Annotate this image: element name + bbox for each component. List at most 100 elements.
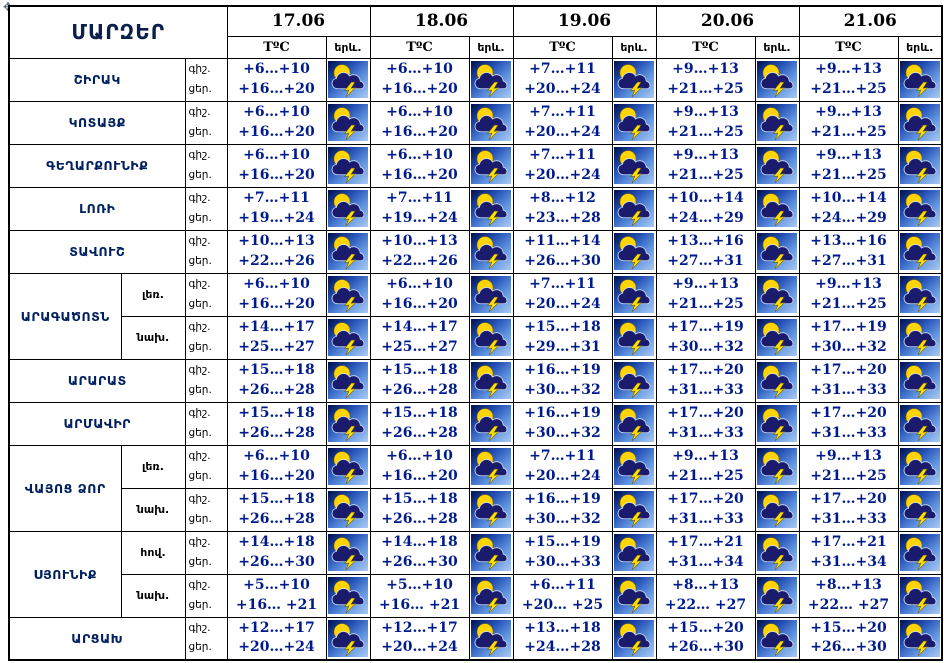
weather-icon-cell <box>754 616 800 661</box>
temp-cell: +15…+20 +26…+30 <box>655 616 756 661</box>
temp-cell: +8…+13 +22… +27 <box>798 573 899 618</box>
sun-cloud-lightning-icon <box>328 104 368 141</box>
night-temp: +9…+13 <box>672 275 739 292</box>
temp-cell: +15…+18 +26…+28 <box>369 487 470 532</box>
day-temp: +27…+31 <box>810 252 887 269</box>
temp-cell: +7…+11 +20…+24 <box>512 272 613 317</box>
temp-cell: +17…+21 +31…+34 <box>655 530 756 575</box>
weather-icon-cell <box>897 100 943 145</box>
day-temp: +31…+33 <box>810 381 887 398</box>
weather-icon-cell <box>468 315 514 360</box>
day-temp: +26…+30 <box>238 553 315 570</box>
weather-icon-cell <box>325 487 371 532</box>
night-temp: +7…+11 <box>529 275 596 292</box>
weather-icon-cell <box>611 143 657 188</box>
sun-cloud-lightning-icon <box>471 534 511 571</box>
sun-cloud-lightning-icon <box>757 190 797 227</box>
temp-cell: +16…+19 +30…+32 <box>512 401 613 446</box>
weather-icon-cell <box>468 573 514 618</box>
night-temp: +15…+19 <box>524 533 601 550</box>
night-temp: +17…+21 <box>667 533 744 550</box>
region-name-cell: ԳԵՂԱՐՔՈՒՆԻՔ <box>8 143 186 188</box>
night-temp: +17…+20 <box>667 361 744 378</box>
temp-cell: +16…+19 +30…+32 <box>512 358 613 403</box>
region-row: ԱՐՑԱԽ գիշ. ցեր. +12…+17 +20…+24 +12…+17 +20…+… <box>8 616 943 661</box>
temp-cell: +15…+20 +26…+30 <box>798 616 899 661</box>
day-temp: +23…+28 <box>524 209 601 226</box>
sun-cloud-lightning-icon <box>757 491 797 528</box>
sun-cloud-lightning-icon <box>899 319 940 356</box>
sun-cloud-lightning-icon <box>899 190 940 227</box>
weather-icon-cell <box>468 229 514 274</box>
temp-cell: +9…+13 +21…+25 <box>798 100 899 145</box>
temp-cell: +6…+11 +20… +25 <box>512 573 613 618</box>
weather-icon-cell <box>754 272 800 317</box>
region-name-cell: ԱՐՄԱՎԻՐ <box>8 401 186 446</box>
night-temp: +6…+10 <box>386 103 453 120</box>
weather-icon-cell <box>897 616 943 661</box>
day-label: ցեր. <box>188 297 212 310</box>
temp-cell: +16…+19 +30…+32 <box>512 487 613 532</box>
weather-icon-cell <box>611 272 657 317</box>
sun-cloud-lightning-icon <box>899 534 940 571</box>
day-temp: +24…+28 <box>524 639 601 656</box>
region-row: ԱՐՄԱՎԻՐ գիշ. ցեր. +15…+18 +26…+28 +15…+18 +26… <box>8 401 943 446</box>
sun-cloud-lightning-icon <box>328 190 368 227</box>
temp-cell: +9…+13 +21…+25 <box>798 272 899 317</box>
temp-cell: +7…+11 +20…+24 <box>512 57 613 102</box>
night-temp: +15…+20 <box>667 619 744 636</box>
day-temp: +26…+30 <box>810 639 887 656</box>
sun-cloud-lightning-icon <box>614 319 654 356</box>
region-name-cell: ՎԱՅՈՑ ՁՈՐ <box>8 444 122 532</box>
night-temp: +15…+18 <box>238 490 315 507</box>
temp-cell: +15…+18 +26…+28 <box>369 358 470 403</box>
night-temp: +10…+13 <box>238 232 315 249</box>
day-temp: +22… +27 <box>807 596 890 613</box>
time-labels-cell: գիշ. ցեր. <box>184 444 228 489</box>
night-temp: +10…+14 <box>810 189 887 206</box>
night-label: գիշ. <box>188 621 211 634</box>
temp-cell: +6…+10 +16…+20 <box>226 143 327 188</box>
day-temp: +16…+20 <box>238 467 315 484</box>
sun-cloud-lightning-icon <box>614 619 654 657</box>
temp-cell: +9…+13 +21…+25 <box>798 143 899 188</box>
time-labels-cell: գիշ. ցեր. <box>184 530 228 575</box>
weather-icon-cell <box>468 358 514 403</box>
sun-cloud-lightning-icon <box>328 448 368 485</box>
zone-label-cell: լեռ. <box>120 272 186 317</box>
night-temp: +7…+11 <box>243 189 310 206</box>
day-label: ցեր. <box>188 254 212 267</box>
night-temp: +17…+19 <box>667 318 744 335</box>
night-label: գիշ. <box>188 192 211 205</box>
weather-icon-cell <box>611 401 657 446</box>
time-labels-cell: գիշ. ցեր. <box>184 229 228 274</box>
day-temp: +22…+26 <box>381 252 458 269</box>
day-temp: +22… +27 <box>664 596 747 613</box>
weather-icon-cell <box>325 100 371 145</box>
sun-cloud-lightning-icon <box>471 233 511 270</box>
temp-cell: +6…+10 +16…+20 <box>226 100 327 145</box>
sun-cloud-lightning-icon <box>471 147 511 184</box>
region-row: ԱՐԱՐԱՏ գիշ. ցեր. +15…+18 +26…+28 +15…+18 +26…… <box>8 358 943 403</box>
temp-cell: +12…+17 +20…+24 <box>369 616 470 661</box>
night-temp: +13…+16 <box>810 232 887 249</box>
day-temp: +20… +25 <box>521 596 604 613</box>
temp-cell: +7…+11 +20…+24 <box>512 444 613 489</box>
night-temp: +14…+17 <box>238 318 315 335</box>
night-temp: +8…+13 <box>815 576 882 593</box>
day-temp: +16…+20 <box>381 467 458 484</box>
icon-column-header: երև. <box>611 35 657 59</box>
day-label: ցեր. <box>188 383 212 396</box>
night-temp: +10…+13 <box>381 232 458 249</box>
region-row: ՎԱՅՈՑ ՁՈՐ լեռ. գիշ. ցեր. +6…+10 +16…+20 +6…+1… <box>8 444 943 532</box>
day-temp: +21…+25 <box>810 467 887 484</box>
night-label: գիշ. <box>188 149 211 162</box>
weather-icon-cell <box>754 487 800 532</box>
temp-cell: +6…+10 +16…+20 <box>369 57 470 102</box>
night-temp: +16…+19 <box>524 361 601 378</box>
day-temp: +20…+24 <box>524 123 601 140</box>
night-temp: +17…+20 <box>667 490 744 507</box>
sun-cloud-lightning-icon <box>471 619 511 657</box>
night-temp: +7…+11 <box>529 103 596 120</box>
weather-icon-cell <box>468 487 514 532</box>
